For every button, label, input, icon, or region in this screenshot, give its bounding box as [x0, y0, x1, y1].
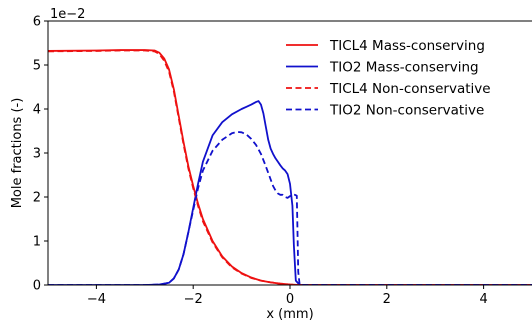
x-tick-label: −4 — [87, 292, 106, 307]
x-tick-label: 0 — [286, 292, 294, 307]
y-tick-label: 6 — [33, 15, 41, 30]
y-tick-label: 3 — [33, 147, 41, 162]
ticks-layer: −4 −2 0 2 4 0 1 2 3 4 5 6 — [33, 15, 488, 308]
y-tick-label: 5 — [33, 59, 41, 74]
legend-label-3: TICL4 Non-conservative — [329, 81, 491, 97]
x-tick-label: 4 — [479, 292, 487, 307]
series-layer — [48, 49, 532, 285]
series-line-2 — [48, 100, 532, 285]
y-offset-label: 1e−2 — [50, 7, 85, 22]
legend-label-2: TIO2 Mass-conserving — [329, 60, 479, 76]
x-tick-label: −2 — [184, 292, 203, 307]
series-line-4 — [48, 130, 532, 285]
legend: TICL4 Mass-conserving TIO2 Mass-conservin… — [286, 38, 491, 119]
x-axis-label: x (mm) — [266, 307, 313, 322]
series-line-3 — [48, 49, 532, 285]
y-tick-label: 2 — [33, 191, 41, 206]
y-tick-label: 4 — [33, 103, 41, 118]
legend-label-4: TIO2 Non-conservative — [329, 103, 484, 119]
y-tick-label: 0 — [33, 279, 41, 294]
x-tick-label: 2 — [383, 292, 391, 307]
legend-label-1: TICL4 Mass-conserving — [329, 38, 485, 54]
y-axis-label: Mole fractions (-) — [10, 98, 25, 209]
y-tick-label: 1 — [33, 235, 41, 250]
